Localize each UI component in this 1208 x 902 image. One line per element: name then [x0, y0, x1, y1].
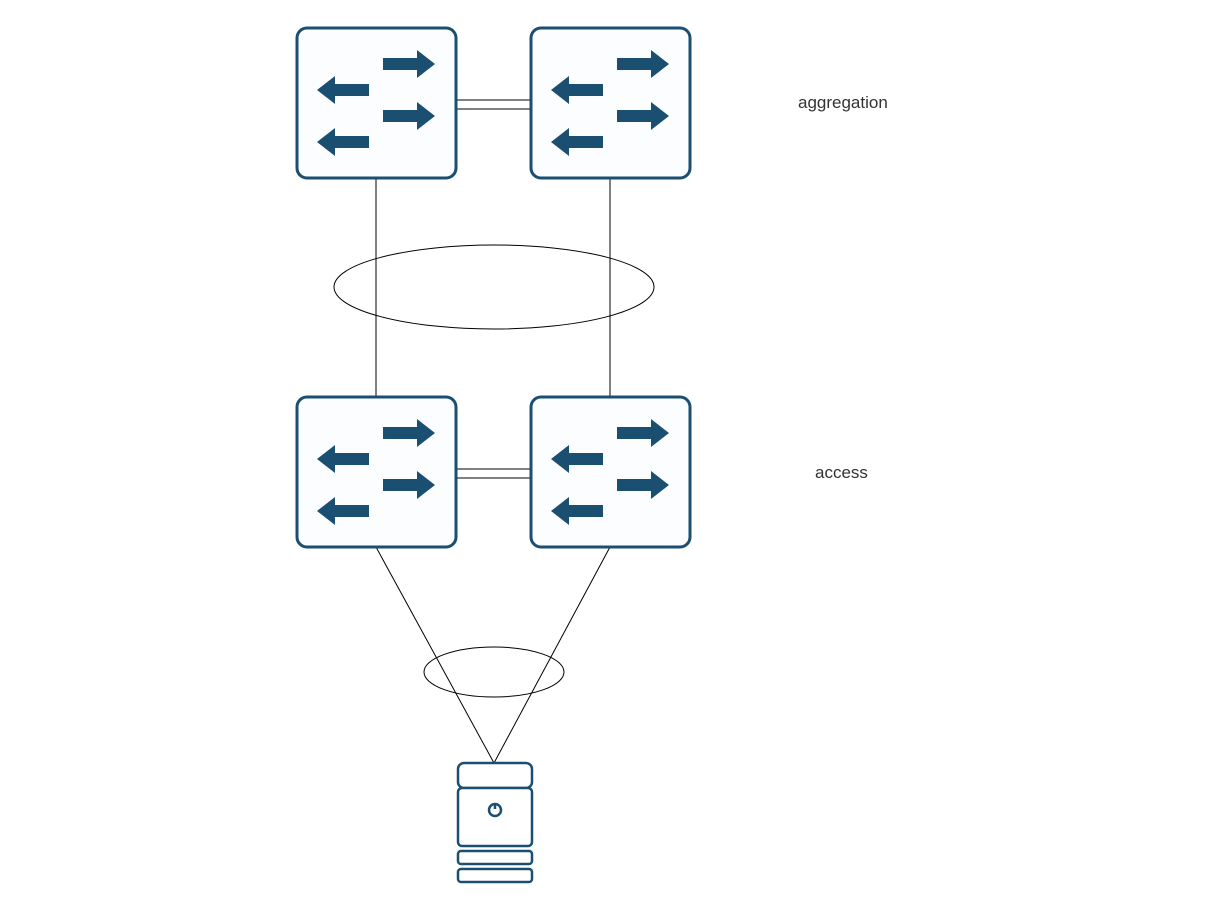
label-access: access — [815, 463, 868, 482]
server-icon — [458, 763, 532, 882]
switch-acc2 — [531, 397, 690, 547]
edge-acc2-server — [494, 547, 610, 763]
edge-acc1-server — [376, 547, 494, 763]
double-links — [456, 100, 531, 478]
link-bundle-ellipse-upper — [334, 245, 654, 329]
label-aggregation: aggregation — [798, 93, 888, 112]
switch-agg2 — [531, 28, 690, 178]
switch-acc1 — [297, 397, 456, 547]
switch-agg1 — [297, 28, 456, 178]
network-diagram: aggregation access — [0, 0, 1208, 902]
